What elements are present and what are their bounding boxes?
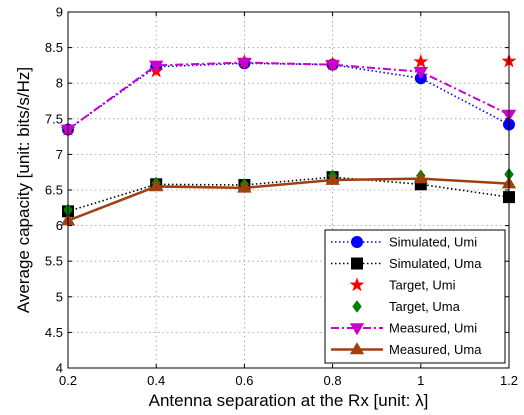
- series-point: [325, 172, 340, 185]
- legend-label: Measured, Umi: [389, 321, 477, 336]
- y-tick-label: 5.5: [45, 254, 63, 269]
- legend-marker: [352, 300, 362, 313]
- legend-box: [324, 229, 506, 364]
- legend-item: Target, Umi: [349, 277, 456, 293]
- series-point: [413, 67, 428, 80]
- y-tick-label: 7: [56, 147, 63, 162]
- legend-marker: [349, 277, 365, 292]
- series-point: [237, 57, 252, 70]
- y-tick-label: 8.5: [45, 40, 63, 55]
- series-point: [149, 60, 164, 73]
- y-tick-label: 6.5: [45, 183, 63, 198]
- series-point: [413, 54, 429, 69]
- y-tick-label: 8: [56, 76, 63, 91]
- legend-label: Target, Uma: [389, 299, 461, 314]
- series-line: [67, 61, 510, 131]
- series-point: [325, 59, 340, 72]
- series-5: [60, 171, 517, 226]
- legend-item: Measured, Umi: [331, 321, 477, 336]
- legend-label: Simulated, Uma: [389, 256, 482, 271]
- legend-item: Simulated, Umi: [331, 235, 477, 250]
- series-line: [67, 177, 510, 222]
- legend-marker: [351, 257, 363, 270]
- legend-label: Measured, Uma: [389, 342, 482, 357]
- x-tick-label: 0.2: [59, 373, 77, 388]
- legend-label: Target, Umi: [389, 278, 456, 293]
- x-tick-label: 0.4: [147, 373, 165, 388]
- legend-item: Target, Uma: [352, 299, 461, 314]
- legend-marker: [349, 342, 365, 355]
- x-axis-label: Antenna separation at the Rx [unit: λ]: [149, 391, 429, 410]
- x-tick-label: 1: [417, 373, 424, 388]
- y-tick-label: 5: [56, 289, 63, 304]
- legend-marker: [349, 323, 365, 336]
- legend-marker: [351, 236, 363, 248]
- x-tick-label: 0.6: [235, 373, 253, 388]
- series-line: [67, 176, 510, 213]
- y-axis-label: Average capacity [unit: bits/s/Hz]: [14, 67, 33, 313]
- series-point: [237, 180, 252, 193]
- x-tick-label: 0.8: [324, 373, 342, 388]
- y-tick-label: 7.5: [45, 111, 63, 126]
- ticks: 0.2 0.4 0.6 0.8 1 1.2 4 4.5 5 5.5 6 6.5 7 7.5 8 8.5 9: [45, 5, 518, 389]
- legend-item: Measured, Uma: [331, 342, 482, 357]
- legend: Simulated, Umi Simulated, Uma Target, Umi T…: [324, 229, 506, 364]
- legend-label: Simulated, Umi: [389, 235, 477, 250]
- y-tick-label: 9: [56, 5, 63, 20]
- y-tick-label: 6: [56, 218, 63, 233]
- y-tick-label: 4.5: [45, 325, 63, 340]
- series-point: [413, 171, 428, 184]
- y-tick-label: 4: [56, 361, 63, 376]
- legend-item: Simulated, Uma: [331, 256, 482, 271]
- series-layer: [60, 53, 517, 226]
- x-tick-label: 1.2: [500, 373, 518, 388]
- series-point: [149, 179, 164, 192]
